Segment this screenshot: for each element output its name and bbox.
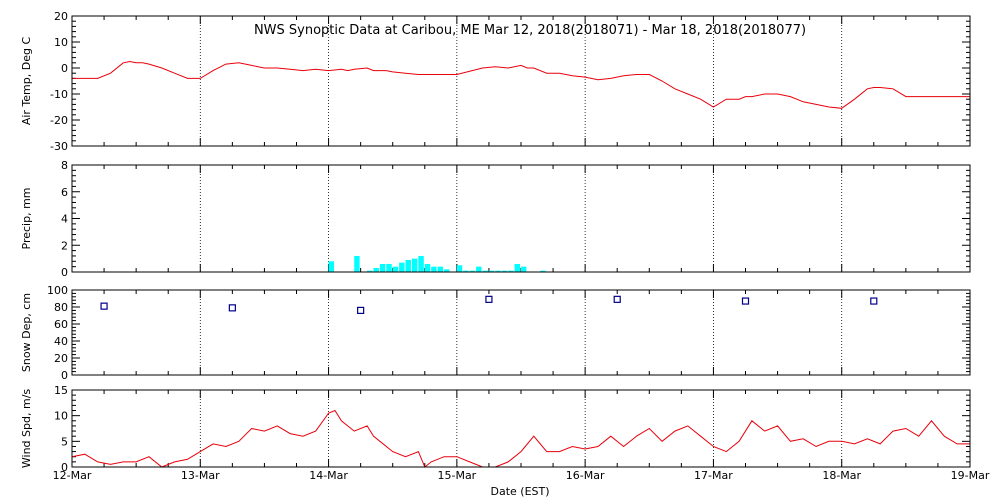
precip-bar xyxy=(379,263,386,272)
y-tick-label: 10 xyxy=(54,36,68,49)
y-tick-label: 0 xyxy=(61,266,68,279)
panel-1: -30 -20 -10 0 10 20 Air Temp, Deg C xyxy=(20,10,971,153)
x-tick-label: 15-Mar xyxy=(437,469,476,482)
precip-bar xyxy=(514,263,520,272)
snow-point xyxy=(870,297,878,305)
panel-4: 0 5 10 15 Wind Spd, m/s xyxy=(20,384,971,474)
y-tick-label: -10 xyxy=(50,88,68,101)
x-tick-label: 14-Mar xyxy=(309,469,348,482)
series-line xyxy=(72,60,970,109)
y-tick-label: -30 xyxy=(50,140,68,153)
snow-point xyxy=(357,306,365,314)
y-tick-label: 20 xyxy=(54,352,68,365)
precip-bar xyxy=(456,265,463,272)
precip-bar xyxy=(521,266,527,272)
y-tick-label: 20 xyxy=(54,10,68,23)
snow-point xyxy=(485,295,493,303)
precip-bar xyxy=(354,255,360,272)
x-tick-label: 16-Mar xyxy=(566,469,605,482)
y-tick-label: 0 xyxy=(61,461,68,474)
precip-bar xyxy=(386,263,392,272)
precip-bar xyxy=(488,270,495,272)
panel-frame xyxy=(71,164,971,273)
panel-frame xyxy=(71,15,971,147)
snow-point xyxy=(741,297,750,305)
y-axis-label: Wind Spd, m/s xyxy=(20,389,33,469)
snow-point xyxy=(613,295,621,303)
x-axis-label: Date (EST) xyxy=(490,485,549,498)
y-tick-label: 60 xyxy=(54,318,68,331)
y-tick-label: 100 xyxy=(47,284,68,297)
y-axis-label: Precip, mm xyxy=(20,188,33,250)
y-tick-label: 4 xyxy=(61,213,68,226)
y-tick-label: 2 xyxy=(61,239,68,252)
y-tick-label: -20 xyxy=(50,114,68,127)
precip-bar xyxy=(437,266,444,272)
panels: -30 -20 -10 0 10 20 Air Temp, Deg C 0 2 4 6 8 Precip… xyxy=(20,10,971,474)
precip-bar xyxy=(540,270,546,272)
precip-bar xyxy=(424,263,431,272)
panel-2: 0 2 4 6 8 Precip, mm xyxy=(20,159,971,279)
precip-bar xyxy=(431,266,437,272)
precip-bar xyxy=(411,258,418,272)
x-tick-labels: 12-Mar 13-Mar 14-Mar 15-Mar 16-Mar 17-Mar 18-M… xyxy=(53,469,990,482)
x-tick-label: 13-Mar xyxy=(181,469,220,482)
precip-bar xyxy=(469,270,476,272)
y-tick-label: 0 xyxy=(61,62,68,75)
x-tick-label: 19-Mar xyxy=(951,469,990,482)
x-tick-label: 12-Mar xyxy=(53,469,92,482)
panel-frame xyxy=(71,289,971,376)
precip-bar xyxy=(444,269,450,272)
y-axis-label: Snow Dep, cm xyxy=(20,293,33,372)
x-tick-label: 17-Mar xyxy=(694,469,733,482)
precip-bar xyxy=(367,270,373,272)
precip-bar xyxy=(399,262,405,272)
precip-bar xyxy=(495,270,501,272)
precip-bar xyxy=(482,270,488,272)
precip-bar xyxy=(508,270,514,272)
y-tick-label: 5 xyxy=(61,435,68,448)
precip-bar xyxy=(418,255,424,272)
y-tick-label: 8 xyxy=(61,159,68,172)
precip-bar xyxy=(501,270,508,272)
snow-point xyxy=(228,304,236,312)
y-tick-label: 0 xyxy=(61,369,68,382)
x-tick-label: 18-Mar xyxy=(822,469,861,482)
snow-point xyxy=(100,302,108,310)
y-tick-label: 6 xyxy=(61,186,68,199)
y-tick-label: 40 xyxy=(54,335,68,348)
precip-bar xyxy=(405,259,411,272)
precip-bar xyxy=(476,266,482,272)
precip-bar xyxy=(328,261,334,272)
precip-bar xyxy=(373,267,379,272)
precip-bar xyxy=(463,270,469,272)
chart-title: NWS Synoptic Data at Caribou, ME Mar 12,… xyxy=(254,23,806,38)
panel-frame xyxy=(71,389,971,468)
precip-bar xyxy=(392,266,399,272)
y-tick-label: 10 xyxy=(54,410,68,423)
y-tick-label: 15 xyxy=(54,384,68,397)
series-line xyxy=(71,409,970,468)
panel-3: 0 20 40 60 80 100 Snow Dep, cm xyxy=(20,284,971,382)
y-tick-label: 80 xyxy=(54,301,68,314)
y-axis-label: Air Temp, Deg C xyxy=(20,37,33,126)
